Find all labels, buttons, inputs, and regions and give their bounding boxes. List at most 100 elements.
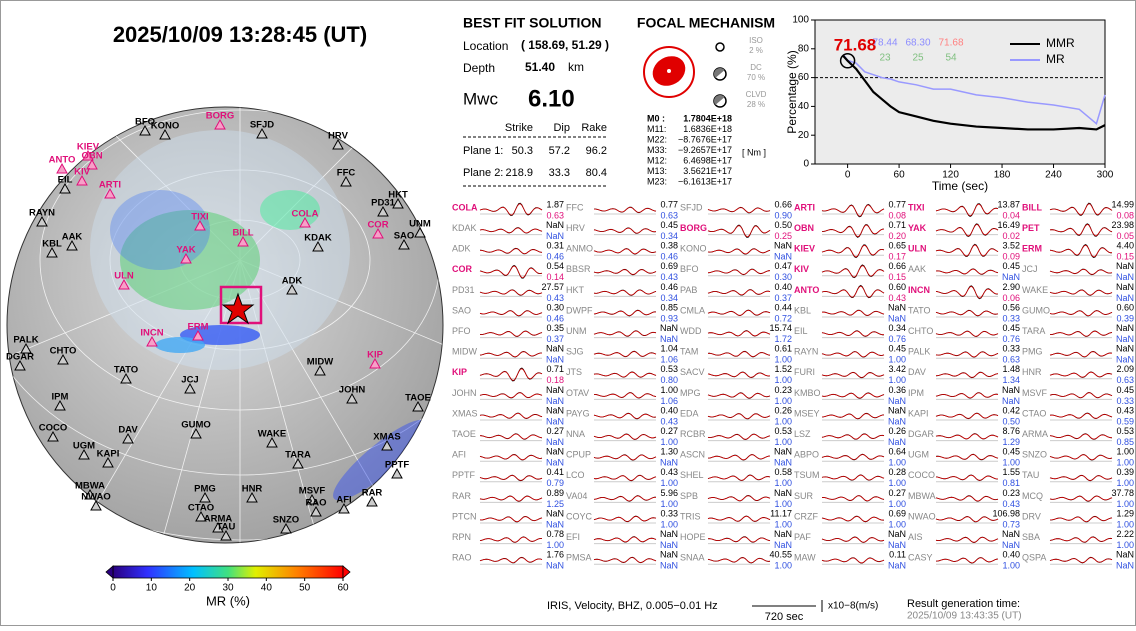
station-amplitude: 2.22 <box>1116 529 1134 539</box>
generated-label: Result generation time: <box>907 598 1020 610</box>
trace-synthetic <box>593 515 657 522</box>
station-name: TRIS <box>680 511 701 521</box>
station-label: NWAO <box>81 492 111 503</box>
trace-observed <box>594 206 657 214</box>
station-marker <box>46 246 58 258</box>
station-ratio: NaN <box>1116 293 1134 303</box>
station-label: KBL <box>42 239 62 250</box>
trace-synthetic <box>1049 557 1113 564</box>
station-ratio: 0.06 <box>1002 293 1020 303</box>
station-name: YAK <box>908 223 927 233</box>
station-marker <box>36 215 48 227</box>
station-label: COCO <box>39 423 68 434</box>
component-name: DC <box>750 63 762 72</box>
station-name: TAU <box>1022 470 1039 480</box>
station-marker <box>312 240 324 252</box>
station-amplitude: 11.17 <box>770 508 792 518</box>
tensor-value: 6.4698E+17 <box>683 155 732 165</box>
station-name: UGM <box>908 450 929 460</box>
station-marker <box>366 495 378 507</box>
station-name: BORG <box>680 223 707 233</box>
y-tick-label: 0 <box>803 159 809 170</box>
generated: 2025/10/09 13:43:35 (UT) <box>907 611 1022 622</box>
station-amplitude: NaN <box>888 405 906 415</box>
station-ratio: NaN <box>1002 540 1020 550</box>
station-ratio: 0.08 <box>888 210 906 220</box>
station-name: PPTF <box>452 470 476 480</box>
station-ratio: 1.00 <box>660 478 678 488</box>
station-amplitude: NaN <box>774 488 792 498</box>
station-marker <box>199 491 211 503</box>
trace-synthetic <box>821 392 885 399</box>
station-ratio: NaN <box>660 561 678 571</box>
station-ratio: 1.00 <box>774 437 792 447</box>
station-marker <box>122 432 134 444</box>
station-amplitude: 1.04 <box>660 344 678 354</box>
component-ball <box>715 42 725 52</box>
station-amplitude: NaN <box>1116 261 1134 271</box>
tensor-label: M33: <box>647 145 667 155</box>
station-marker <box>299 216 311 228</box>
station-ratio: NaN <box>888 313 906 323</box>
station-amplitude: 0.23 <box>1002 488 1020 498</box>
station-ratio: 1.00 <box>660 437 678 447</box>
trace-synthetic <box>479 536 542 543</box>
station-ratio: NaN <box>888 437 906 447</box>
station-name: HNR <box>1022 367 1042 377</box>
trace-synthetic <box>479 433 543 440</box>
stat: 25 <box>912 53 924 64</box>
trace-synthetic <box>935 495 999 502</box>
station-name: RAO <box>452 553 472 563</box>
station-marker <box>286 283 298 295</box>
station-ratio: 0.34 <box>660 293 678 303</box>
station-label: HRV <box>328 131 349 142</box>
station-ratio: NaN <box>1002 272 1020 282</box>
station-marker <box>256 127 268 139</box>
station-ratio: 0.43 <box>546 293 564 303</box>
station-marker <box>212 521 224 533</box>
station-amplitude: NaN <box>546 220 564 230</box>
station-label: INCN <box>140 328 163 339</box>
station-name: EDA <box>680 408 699 418</box>
station-name: SJG <box>566 347 584 357</box>
station-name: CRZF <box>794 511 818 521</box>
plane-value: 50.3 <box>512 145 533 157</box>
station-ratio: 0.18 <box>546 375 564 385</box>
station-name: TAM <box>680 347 698 357</box>
station-ratio: 0.63 <box>660 210 678 220</box>
station-marker <box>14 359 26 371</box>
trace-synthetic <box>1049 454 1113 461</box>
trace-synthetic <box>479 474 543 481</box>
station-ratio: 1.00 <box>774 499 792 509</box>
trace-synthetic <box>821 244 885 258</box>
station-name: CASY <box>908 553 933 563</box>
station-label: RAO <box>305 498 326 509</box>
station-ratio: 1.34 <box>1002 375 1020 385</box>
station-name: VA04 <box>566 491 587 501</box>
y-tick-label: 80 <box>798 43 810 54</box>
station-name: TARA <box>1022 326 1045 336</box>
colorbar-tick-label: 10 <box>146 583 158 594</box>
station-ratio: 1.25 <box>546 499 564 509</box>
tensor-value: −9.2657E+17 <box>678 145 732 155</box>
station-label: WAKE <box>258 429 287 440</box>
station-marker <box>66 239 78 251</box>
station-ratio: 0.76 <box>1002 334 1020 344</box>
station-name: JCJ <box>1022 264 1038 274</box>
x-tick-label: 60 <box>894 170 906 181</box>
trace-synthetic <box>593 330 657 337</box>
trace-synthetic <box>1049 433 1113 440</box>
station-ratio: 1.00 <box>1002 458 1020 468</box>
station-ratio: 1.29 <box>1002 437 1020 447</box>
station-amplitude: 0.26 <box>774 405 792 415</box>
station-label: XMAS <box>373 432 400 443</box>
station-ratio: NaN <box>660 540 678 550</box>
station-amplitude: 0.46 <box>660 282 678 292</box>
plane-value: 33.3 <box>549 167 570 179</box>
station-name: MBWA <box>908 491 936 501</box>
station-amplitude: NaN <box>1002 385 1020 395</box>
plane-header: Rake <box>581 122 607 134</box>
station-marker <box>314 364 326 376</box>
station-label: UGM <box>73 441 95 452</box>
